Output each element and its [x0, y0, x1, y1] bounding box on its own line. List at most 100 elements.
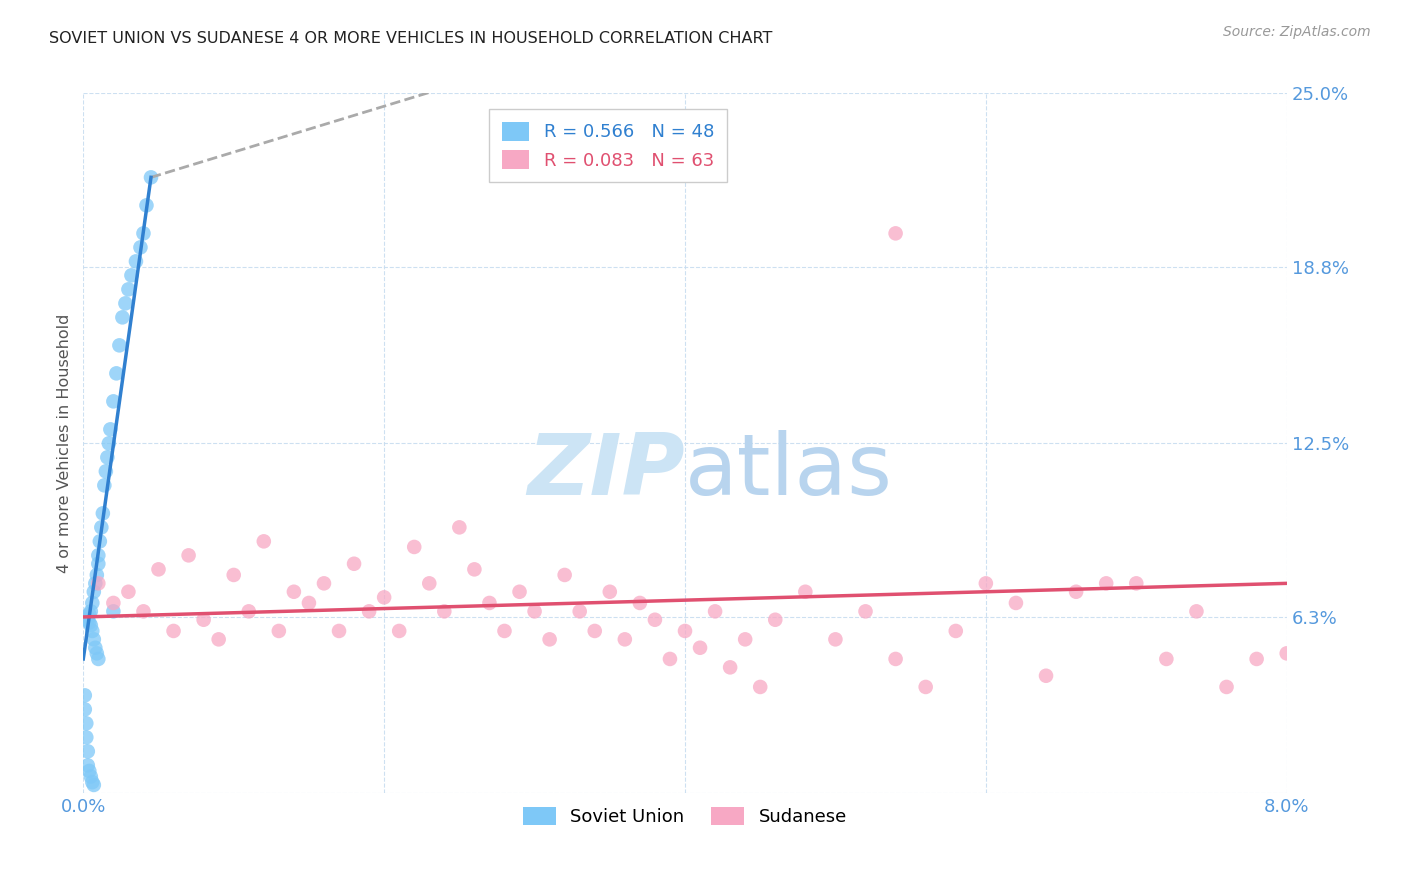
Point [103, 604, 125, 618]
Point [86, 568, 108, 582]
Point [96, 450, 118, 465]
Point [93, 478, 115, 492]
Point [90, 520, 112, 534]
Point [103, 394, 125, 409]
Point [494, 624, 516, 638]
Point [76, 758, 98, 772]
Point [1064, 584, 1087, 599]
Point [404, 540, 426, 554]
Point [1035, 669, 1057, 683]
Point [433, 604, 456, 618]
Point [89, 534, 111, 549]
Point [974, 576, 997, 591]
Point [884, 652, 907, 666]
Point [79, 764, 101, 778]
Point [1095, 576, 1118, 591]
Point [87, 576, 110, 591]
Point [824, 632, 846, 647]
Point [689, 640, 711, 655]
Point [86, 646, 108, 660]
Point [193, 613, 215, 627]
Point [704, 604, 727, 618]
Point [418, 576, 440, 591]
Point [628, 596, 651, 610]
Point [1215, 680, 1237, 694]
Point [80, 770, 103, 784]
Point [79, 615, 101, 630]
Point [76, 613, 98, 627]
Point [132, 604, 155, 618]
Point [298, 596, 321, 610]
Point [222, 568, 245, 582]
Point [945, 624, 967, 638]
Point [84, 640, 107, 655]
Point [114, 296, 136, 310]
Point [749, 680, 772, 694]
Point [177, 549, 200, 563]
Point [1125, 576, 1147, 591]
Point [644, 613, 666, 627]
Point [87, 557, 110, 571]
Point [80, 604, 103, 618]
Point [98, 422, 121, 436]
Point [162, 624, 184, 638]
Point [449, 520, 471, 534]
Point [373, 591, 395, 605]
Point [538, 632, 561, 647]
Point [478, 596, 501, 610]
Point [80, 618, 103, 632]
Point [794, 584, 817, 599]
Point [267, 624, 290, 638]
Y-axis label: 4 or more Vehicles in Household: 4 or more Vehicles in Household [58, 314, 72, 573]
Point [75, 716, 97, 731]
Point [884, 227, 907, 241]
Point [148, 562, 170, 576]
Point [91, 507, 114, 521]
Point [87, 652, 110, 666]
Point [673, 624, 696, 638]
Point [125, 254, 148, 268]
Point [82, 775, 104, 789]
Point [253, 534, 276, 549]
Point [1275, 646, 1298, 660]
Point [139, 170, 162, 185]
Point [87, 549, 110, 563]
Point [73, 702, 96, 716]
Point [1185, 604, 1208, 618]
Point [129, 240, 152, 254]
Legend: Soviet Union, Sudanese: Soviet Union, Sudanese [516, 799, 853, 833]
Point [509, 584, 531, 599]
Point [554, 568, 576, 582]
Point [79, 607, 101, 622]
Point [599, 584, 621, 599]
Point [82, 596, 104, 610]
Point [914, 680, 936, 694]
Point [117, 584, 139, 599]
Point [583, 624, 606, 638]
Point [105, 367, 128, 381]
Point [103, 596, 125, 610]
Point [523, 604, 546, 618]
Point [76, 744, 98, 758]
Point [83, 778, 105, 792]
Point [94, 464, 117, 478]
Text: ZIP: ZIP [527, 430, 685, 513]
Point [463, 562, 485, 576]
Point [83, 632, 105, 647]
Point [613, 632, 636, 647]
Point [84, 576, 107, 591]
Point [734, 632, 756, 647]
Point [111, 310, 134, 325]
Point [97, 436, 120, 450]
Point [75, 731, 97, 745]
Point [1005, 596, 1028, 610]
Point [359, 604, 381, 618]
Point [1156, 652, 1178, 666]
Point [76, 610, 98, 624]
Point [132, 227, 155, 241]
Point [117, 282, 139, 296]
Point [1246, 652, 1268, 666]
Point [855, 604, 877, 618]
Point [120, 268, 142, 283]
Point [312, 576, 335, 591]
